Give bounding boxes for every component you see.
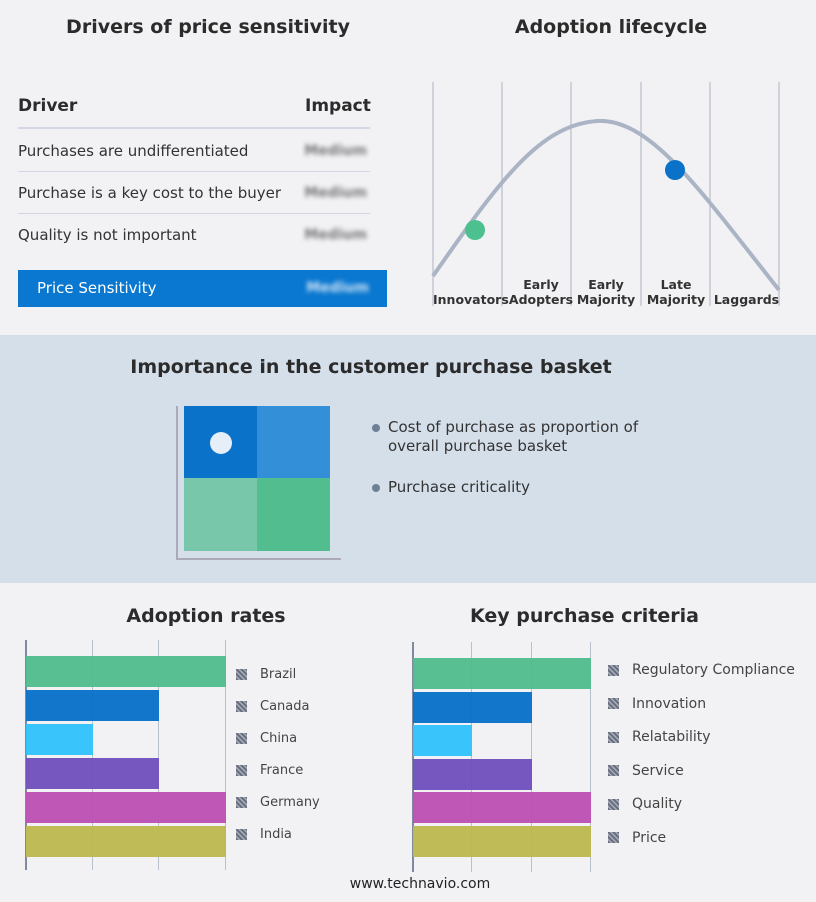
lifecycle-title: Adoption lifecycle [514,16,708,38]
stage-late-majority: Late Majority [646,277,706,307]
basket-section [0,335,816,583]
legend-swatch-icon [236,669,247,680]
price-sensitivity-summary: Price Sensitivity Medium [18,270,387,307]
bar-canada [26,690,160,721]
legend-label: France [260,763,304,778]
quadrant [184,478,257,551]
lifecycle-chart [431,82,781,306]
legend-swatch-icon [608,698,619,709]
stage-early-adopters: Early Adopters [508,277,574,307]
basket-legend-1: Cost of purchase as proportion of overal… [372,418,642,456]
legend-swatch-icon [236,765,247,776]
bar-china [26,724,93,755]
basket-marker [210,432,232,454]
stage-innovators: Innovators [433,292,509,307]
gridline [471,642,473,872]
bar-quality [413,792,591,823]
col-driver: Driver [18,96,78,116]
gridline [412,642,414,872]
legend-label: Relatability [632,729,711,745]
legend-swatch-icon [236,701,247,712]
legend-item: Service [608,763,684,779]
adoption-rates-title: Adoption rates [126,605,286,627]
legend-label: Brazil [260,667,297,682]
stage-early-majority: Early Majority [576,277,636,307]
gridline [25,640,27,870]
legend-item: France [236,763,303,778]
bar-price [413,825,591,857]
legend-swatch-icon [608,731,619,743]
late-majority-marker [665,160,685,180]
legend-item: Regulatory Compliance [608,662,795,678]
legend-item: Germany [236,795,320,810]
bar-regulatory-compliance [413,658,591,689]
driver-row: Quality is not important Medium [18,226,367,244]
legend-item: India [236,827,292,842]
footer-url[interactable]: www.technavio.com [349,876,491,892]
legend-swatch-icon [608,832,619,843]
gridline [225,640,226,870]
legend-swatch-icon [608,765,619,776]
lifecycle-curve [431,118,781,292]
legend-item: Canada [236,699,309,714]
basket-legend-2: Purchase criticality [372,478,530,497]
driver-row: Purchase is a key cost to the buyer Mediu… [18,172,370,214]
basket-title: Importance in the customer purchase bask… [130,356,612,378]
stage-laggards: Laggards [713,292,780,307]
legend-swatch-icon [236,733,247,744]
legend-item: Innovation [608,696,706,712]
legend-swatch-icon [236,829,247,840]
legend-swatch-icon [236,797,247,808]
legend-item: Price [608,830,666,846]
legend-item: Quality [608,796,682,812]
gridline [530,642,532,872]
bar-brazil [26,656,226,687]
quadrant [257,406,330,478]
legend-label: India [260,827,292,842]
legend-label: Quality [632,796,683,812]
legend-label: Regulatory Compliance [632,662,795,678]
legend-swatch-icon [608,798,619,810]
innovators-marker [465,220,485,240]
bar-germany [26,792,226,823]
drivers-title: Drivers of price sensitivity [66,16,350,38]
gridline [91,640,93,870]
legend-item: Relatability [608,729,711,745]
legend-item: Brazil [236,667,296,682]
bar-innovation [413,691,532,723]
driver-row: Purchases are undifferentiated Medium [18,130,370,172]
legend-item: China [236,731,297,746]
kpc-title: Key purchase criteria [469,605,699,627]
legend-label: Price [632,829,667,846]
bar-relatability [413,725,473,756]
legend-label: Service [632,762,684,779]
legend-label: Canada [260,699,310,714]
gridline [590,642,591,872]
col-impact: Impact [305,96,371,116]
quadrant [257,478,330,551]
bar-service [413,758,532,790]
legend-label: China [260,731,298,746]
bar-france [26,758,160,789]
bar-india [26,826,226,857]
gridline [158,640,160,870]
legend-swatch-icon [608,664,619,676]
legend-label: Germany [260,795,320,810]
legend-label: Innovation [632,695,707,712]
